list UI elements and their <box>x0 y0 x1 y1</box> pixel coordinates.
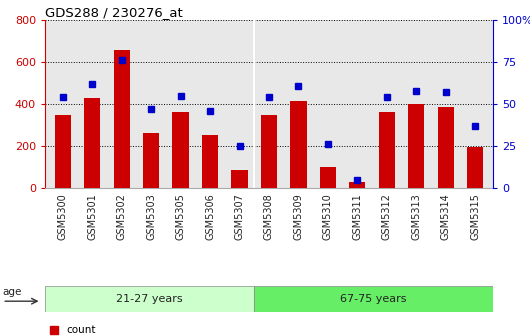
Text: GSM5308: GSM5308 <box>264 193 274 240</box>
Bar <box>143 132 159 188</box>
Text: GSM5305: GSM5305 <box>175 193 186 240</box>
Bar <box>320 167 336 188</box>
Bar <box>172 112 189 188</box>
Text: GSM5307: GSM5307 <box>234 193 244 240</box>
Bar <box>232 170 248 188</box>
Bar <box>290 101 306 188</box>
Bar <box>408 104 425 188</box>
Bar <box>261 115 277 188</box>
Text: GSM5301: GSM5301 <box>87 193 97 240</box>
Bar <box>55 115 71 188</box>
Bar <box>202 135 218 188</box>
Bar <box>113 50 130 188</box>
Bar <box>254 286 493 312</box>
Text: GSM5312: GSM5312 <box>382 193 392 240</box>
Text: GSM5315: GSM5315 <box>470 193 480 240</box>
Text: 67-75 years: 67-75 years <box>340 294 407 304</box>
Text: GSM5303: GSM5303 <box>146 193 156 240</box>
Bar <box>349 182 366 188</box>
Text: age: age <box>2 287 22 297</box>
Bar <box>45 286 254 312</box>
Bar <box>438 107 454 188</box>
Text: GSM5311: GSM5311 <box>352 193 363 240</box>
Text: GDS288 / 230276_at: GDS288 / 230276_at <box>45 6 183 19</box>
Text: GSM5309: GSM5309 <box>294 193 304 240</box>
Bar <box>467 147 483 188</box>
Text: GSM5306: GSM5306 <box>205 193 215 240</box>
Text: GSM5302: GSM5302 <box>117 193 127 240</box>
Text: GSM5313: GSM5313 <box>411 193 421 240</box>
Text: GSM5314: GSM5314 <box>441 193 450 240</box>
Text: GSM5300: GSM5300 <box>58 193 68 240</box>
Text: GSM5310: GSM5310 <box>323 193 333 240</box>
Legend: count, percentile rank within the sample: count, percentile rank within the sample <box>49 325 243 336</box>
Bar <box>84 98 100 188</box>
Text: 21-27 years: 21-27 years <box>116 294 183 304</box>
Bar <box>379 112 395 188</box>
